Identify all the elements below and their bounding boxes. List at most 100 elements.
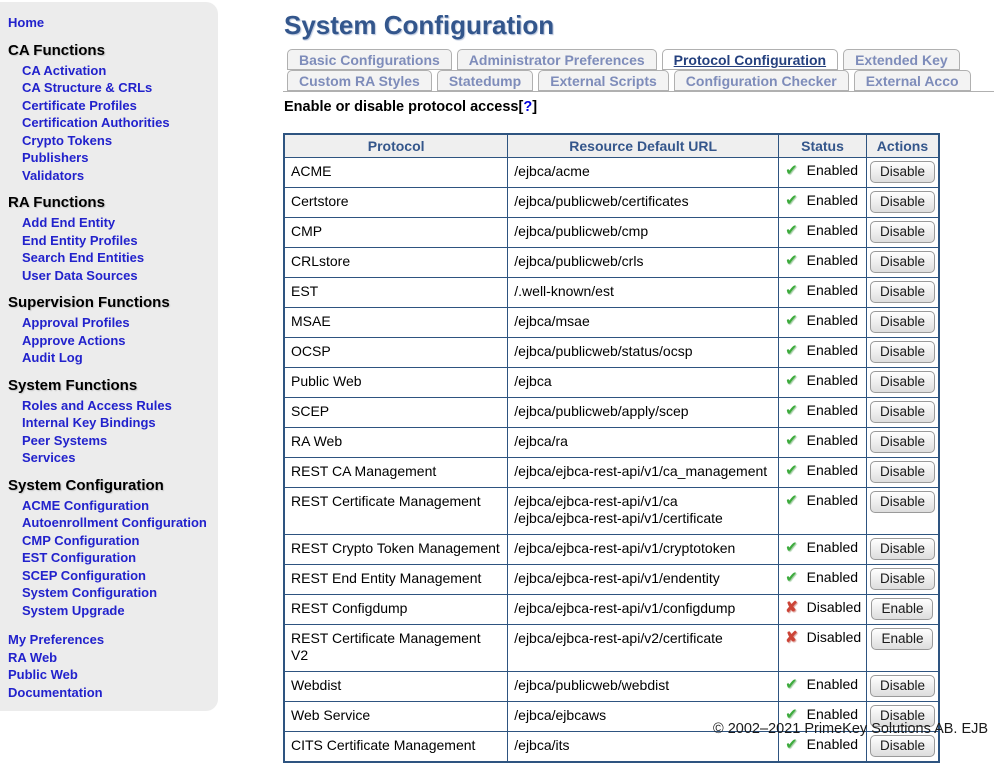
tab-bar: Basic Configurations Administrator Prefer… — [283, 49, 994, 92]
disable-button[interactable]: Disable — [869, 705, 935, 727]
sidebar-item-end-entity-profiles[interactable]: End Entity Profiles — [22, 232, 138, 248]
tab-external-scripts[interactable]: External Scripts — [538, 70, 669, 91]
status-cell: ✔ Enabled — [778, 247, 867, 278]
sidebar-item-user-data-sources[interactable]: User Data Sources — [22, 267, 138, 283]
disable-button[interactable]: Disable — [869, 675, 935, 697]
disable-button[interactable]: Disable — [869, 221, 935, 243]
table-row: REST Certificate Management V2/ejbca/ejb… — [283, 624, 940, 672]
actions-cell: Enable — [865, 594, 940, 625]
enable-button[interactable]: Enable — [871, 628, 934, 650]
sidebar-item-approval-profiles[interactable]: Approval Profiles — [22, 315, 130, 330]
status-cell: ✔ Enabled — [778, 307, 867, 338]
check-icon: ✔ — [785, 311, 798, 329]
status-label: Disabled — [806, 628, 862, 645]
sidebar-item-services[interactable]: Services — [22, 450, 76, 465]
protocol-cell: Public Web — [283, 367, 509, 398]
tab-protocol-configuration[interactable]: Protocol Configuration — [661, 49, 839, 70]
check-icon: ✔ — [785, 675, 798, 693]
disable-button[interactable]: Disable — [869, 735, 935, 757]
sidebar-item-roles-and-access-rules[interactable]: Roles and Access Rules — [22, 397, 172, 413]
sidebar-item-certification-authorities[interactable]: Certification Authorities — [22, 115, 170, 130]
sidebar-item-scep-configuration[interactable]: SCEP Configuration — [22, 567, 146, 583]
protocol-cell: RA Web — [283, 427, 509, 458]
tab-administrator-preferences[interactable]: Administrator Preferences — [456, 49, 657, 70]
tab-extended-key[interactable]: Extended Key — [843, 49, 960, 70]
url-cell: /ejbca/msae — [507, 307, 780, 338]
disable-button[interactable]: Disable — [869, 281, 935, 303]
disable-button[interactable]: Disable — [869, 401, 935, 423]
status-cell: ✔ Enabled — [778, 187, 867, 218]
sidebar-item-publishers[interactable]: Publishers — [22, 150, 89, 165]
status-label: Enabled — [806, 491, 859, 508]
actions-cell: Disable — [865, 564, 940, 595]
disable-button[interactable]: Disable — [869, 191, 935, 213]
sidebar-item-ra-web[interactable]: RA Web — [8, 649, 58, 665]
sidebar-footer-links: My Preferences RA Web Public Web Documentat… — [0, 631, 218, 701]
sidebar-item-acme-configuration[interactable]: ACME Configuration — [22, 497, 150, 513]
check-icon: ✔ — [785, 371, 798, 389]
disable-button[interactable]: Disable — [869, 538, 935, 560]
status-label: Enabled — [806, 538, 859, 555]
sidebar-item-certificate-profiles[interactable]: Certificate Profiles — [22, 97, 137, 113]
disable-button[interactable]: Disable — [869, 568, 935, 590]
actions-cell: Disable — [865, 487, 940, 535]
sidebar-section: CA Functions CA Activation CA Structure & … — [0, 42, 218, 185]
protocol-cell: Web Service — [283, 701, 509, 732]
check-icon: ✔ — [785, 538, 798, 556]
sidebar-item-system-upgrade[interactable]: System Upgrade — [22, 602, 125, 618]
sidebar-item-crypto-tokens[interactable]: Crypto Tokens — [22, 132, 113, 148]
disable-button[interactable]: Disable — [869, 161, 935, 183]
status-cell: ✔ Enabled — [778, 397, 867, 428]
sidebar-item-autoenrollment-configuration[interactable]: Autoenrollment Configuration — [22, 515, 207, 530]
sidebar-section-title-system-configuration: System Configuration — [8, 476, 164, 494]
check-icon: ✔ — [785, 431, 798, 449]
sidebar-item-documentation[interactable]: Documentation — [8, 684, 103, 700]
actions-cell: Disable — [865, 307, 940, 338]
sidebar-item-validators[interactable]: Validators — [22, 167, 85, 183]
sidebar-section-title-ra-functions: RA Functions — [8, 194, 105, 211]
tab-custom-ra-styles[interactable]: Custom RA Styles — [287, 70, 432, 91]
bracket-open: [ — [518, 99, 524, 115]
check-icon: ✔ — [785, 221, 798, 239]
enable-button[interactable]: Enable — [871, 598, 934, 620]
check-icon: ✔ — [785, 161, 798, 179]
sidebar-item-approve-actions[interactable]: Approve Actions — [22, 332, 126, 348]
disable-button[interactable]: Disable — [869, 461, 935, 483]
sidebar-item-audit-log[interactable]: Audit Log — [22, 350, 83, 365]
protocol-cell: Webdist — [283, 671, 509, 702]
disable-button[interactable]: Disable — [869, 491, 935, 513]
sidebar-item-est-configuration[interactable]: EST Configuration — [22, 550, 137, 565]
cross-icon: ✘ — [785, 598, 798, 616]
sidebar-item-add-end-entity[interactable]: Add End Entity — [22, 215, 116, 230]
sidebar-item-home[interactable]: Home — [8, 15, 45, 30]
sidebar-item-peer-systems[interactable]: Peer Systems — [22, 432, 108, 448]
sidebar-section-title-ca-functions: CA Functions — [8, 41, 105, 59]
sidebar-item-cmp-configuration[interactable]: CMP Configuration — [22, 532, 140, 548]
sidebar-item-ca-activation[interactable]: CA Activation — [22, 62, 107, 78]
heading-text: Enable or disable protocol access — [284, 99, 519, 115]
tab-row-1: Basic Configurations Administrator Prefer… — [287, 49, 994, 70]
status-label: Enabled — [806, 191, 859, 208]
sidebar-item-public-web[interactable]: Public Web — [8, 667, 78, 682]
tab-basic-configurations[interactable]: Basic Configurations — [287, 49, 452, 70]
tab-external-acco[interactable]: External Acco — [853, 70, 971, 91]
table-row: SCEP/ejbca/publicweb/apply/scep ✔ Enabled D… — [283, 397, 940, 428]
disable-button[interactable]: Disable — [869, 311, 935, 333]
disable-button[interactable]: Disable — [869, 251, 935, 273]
disable-button[interactable]: Disable — [869, 371, 935, 393]
tab-configuration-checker[interactable]: Configuration Checker — [673, 70, 849, 91]
disable-button[interactable]: Disable — [869, 341, 935, 363]
sidebar-item-system-configuration[interactable]: System Configuration — [22, 585, 158, 600]
url-cell: /ejbca/publicweb/crls — [507, 247, 780, 278]
url-line: /ejbca/publicweb/crls — [514, 253, 644, 269]
sidebar-item-ca-structure-crls[interactable]: CA Structure & CRLs — [22, 80, 153, 95]
sidebar-item-search-end-entities[interactable]: Search End Entities — [22, 250, 145, 265]
protocol-cell: REST End Entity Management — [283, 564, 509, 595]
help-link[interactable]: ? — [523, 99, 533, 115]
sidebar-item-internal-key-bindings[interactable]: Internal Key Bindings — [22, 415, 156, 430]
sidebar-item-my-preferences[interactable]: My Preferences — [8, 632, 105, 647]
url-cell: /ejbca/ejbcaws — [507, 701, 780, 732]
tab-statedump[interactable]: Statedump — [436, 70, 534, 91]
actions-cell: Disable — [865, 457, 940, 488]
disable-button[interactable]: Disable — [869, 431, 935, 453]
